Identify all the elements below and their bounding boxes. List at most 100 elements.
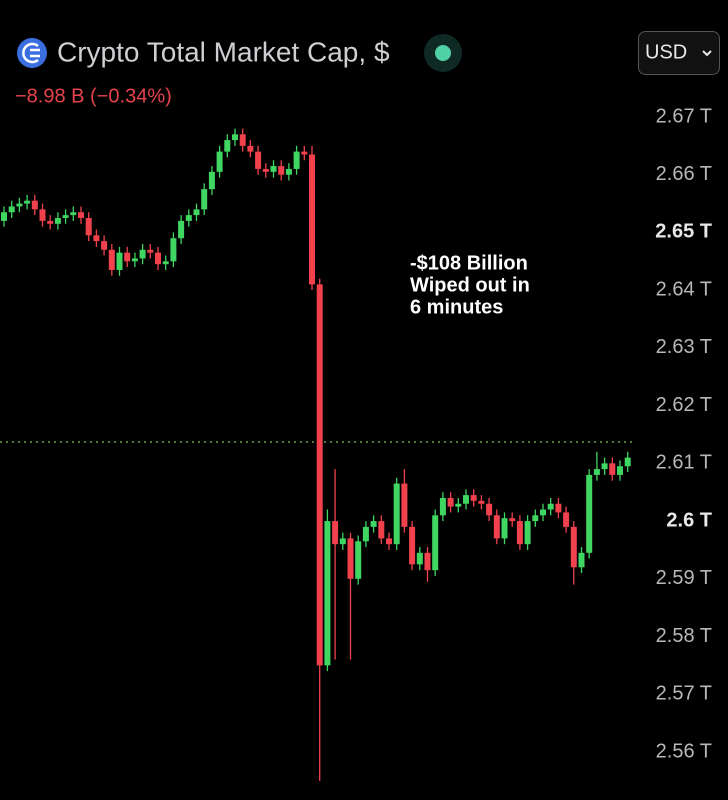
- candle-body: [617, 466, 623, 475]
- candle-body: [509, 518, 516, 522]
- candle-body: [285, 168, 292, 175]
- candle-body: [185, 215, 192, 221]
- candle-body: [139, 249, 146, 259]
- candle-body: [1, 212, 7, 221]
- y-tick-label: 2.63 T: [656, 336, 712, 358]
- candle-body: [293, 151, 300, 169]
- status-dot: [435, 45, 451, 61]
- candle-body: [170, 238, 177, 262]
- candle-body: [347, 538, 354, 579]
- candle-body: [224, 140, 231, 152]
- candle-body: [131, 258, 138, 262]
- candle-body: [93, 235, 100, 242]
- candle-body: [447, 497, 454, 507]
- y-tick-label: 2.61 T: [656, 452, 712, 474]
- candle-body: [486, 503, 493, 516]
- change-label: −8.98 B (−0.34%): [15, 85, 172, 107]
- candle-body: [478, 500, 485, 504]
- annotation: 6 minutes: [410, 296, 503, 318]
- candle-body: [178, 220, 185, 239]
- y-tick-label: 2.67 T: [656, 105, 712, 127]
- candle-body: [316, 284, 323, 666]
- candle-body: [116, 252, 123, 270]
- candle-body: [432, 515, 439, 571]
- candle-body: [239, 134, 246, 146]
- y-tick-label: 2.58 T: [656, 625, 712, 647]
- candle-body: [501, 518, 508, 539]
- candle-body: [247, 145, 254, 152]
- candle-body: [8, 206, 15, 213]
- candle-body: [270, 166, 277, 172]
- candle-body: [424, 552, 431, 571]
- currency-label[interactable]: USD: [645, 41, 687, 63]
- candle-body: [201, 189, 208, 210]
- candle-body: [216, 151, 223, 172]
- candle-body: [332, 521, 339, 545]
- annotation: Wiped out in: [410, 274, 530, 296]
- candle-body: [309, 154, 315, 285]
- y-tick-label: 2.6 T: [666, 509, 712, 531]
- y-tick-label: 2.57 T: [656, 683, 712, 705]
- candle-body: [124, 252, 131, 262]
- candle-body: [278, 166, 285, 175]
- candle-body: [540, 509, 546, 516]
- y-tick-label: 2.59 T: [656, 567, 712, 589]
- annotation: -$108 Billion: [410, 252, 528, 274]
- y-axis: 2.56 T 2.57 T 2.58 T 2.59 T 2.6 T 2.61 T 2.62 …: [655, 105, 712, 762]
- candle-body: [62, 215, 69, 219]
- candle-body: [147, 249, 154, 253]
- candle-body: [78, 212, 84, 219]
- candle-body: [586, 474, 593, 553]
- candle-body: [162, 261, 169, 265]
- y-tick-label: 2.64 T: [656, 278, 712, 300]
- candle-body: [578, 552, 585, 568]
- candle-body: [31, 200, 38, 210]
- candle-body: [455, 503, 462, 507]
- candle-body: [463, 495, 469, 504]
- candle-body: [39, 209, 46, 221]
- candle-body: [339, 538, 346, 545]
- candle-body: [516, 521, 523, 545]
- candle-body: [108, 249, 115, 270]
- candle-body: [47, 220, 54, 224]
- candle-body: [547, 503, 554, 510]
- candle-body: [524, 521, 531, 545]
- candle-body: [70, 212, 77, 216]
- candle-body: [570, 526, 577, 568]
- candle-body: [262, 168, 269, 172]
- candle-body: [155, 252, 161, 265]
- candle-body: [409, 526, 416, 565]
- candle-body: [470, 495, 477, 501]
- candle-body: [324, 521, 331, 666]
- candle-body: [301, 151, 308, 155]
- candle-body: [593, 469, 600, 475]
- candle-body: [624, 457, 631, 467]
- candle-body: [362, 526, 369, 542]
- y-tick-label: 2.62 T: [656, 394, 712, 416]
- currency-select[interactable]: USD: [638, 31, 720, 75]
- symbol-icon: [17, 38, 47, 68]
- candle-body: [54, 218, 61, 224]
- candle-body: [439, 497, 446, 516]
- chart-title: Crypto Total Market Cap, $: [57, 36, 390, 67]
- candle-body: [24, 200, 31, 204]
- y-tick-label: 2.66 T: [656, 163, 712, 185]
- candle-body: [416, 552, 423, 565]
- candle-body: [493, 515, 500, 539]
- candle-body: [401, 483, 408, 527]
- candle-body: [370, 521, 377, 527]
- candle-body: [101, 241, 108, 250]
- y-tick-label: 2.56 T: [656, 740, 712, 762]
- candle-body: [85, 218, 92, 236]
- candle-body: [355, 541, 362, 579]
- candle-body: [609, 463, 616, 475]
- candle-body: [208, 171, 215, 190]
- candle-body: [232, 134, 238, 141]
- candle-body: [555, 503, 562, 513]
- candle-body: [532, 515, 539, 522]
- candle-body: [601, 463, 608, 470]
- candle-body: [393, 483, 400, 545]
- candle-body: [255, 151, 262, 169]
